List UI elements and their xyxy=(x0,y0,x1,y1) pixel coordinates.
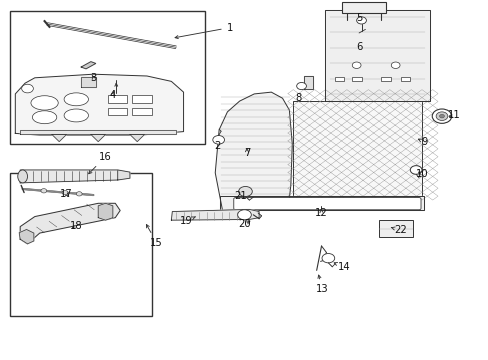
Text: 3: 3 xyxy=(90,73,96,83)
Text: 14: 14 xyxy=(333,262,350,272)
Text: 9: 9 xyxy=(418,138,427,147)
Bar xyxy=(378,220,412,237)
Circle shape xyxy=(238,186,252,197)
Text: 13: 13 xyxy=(316,275,328,294)
Polygon shape xyxy=(20,130,176,134)
Bar xyxy=(10,173,152,316)
Text: 8: 8 xyxy=(294,93,301,103)
Circle shape xyxy=(390,62,399,68)
Text: 17: 17 xyxy=(60,189,73,199)
Bar xyxy=(108,108,127,116)
Text: 16: 16 xyxy=(88,152,112,174)
Text: 12: 12 xyxy=(315,208,327,218)
Text: 19: 19 xyxy=(179,216,195,226)
Polygon shape xyxy=(81,62,96,69)
Polygon shape xyxy=(20,170,118,183)
Ellipse shape xyxy=(64,93,88,106)
Ellipse shape xyxy=(31,96,58,110)
Polygon shape xyxy=(325,10,429,101)
Circle shape xyxy=(356,17,366,24)
Circle shape xyxy=(439,114,444,118)
Circle shape xyxy=(41,189,47,193)
Text: 6: 6 xyxy=(355,42,362,52)
Circle shape xyxy=(62,190,68,195)
Polygon shape xyxy=(52,134,66,141)
Polygon shape xyxy=(130,134,144,141)
Text: 10: 10 xyxy=(415,168,428,179)
Ellipse shape xyxy=(64,109,88,122)
Text: 21: 21 xyxy=(234,191,246,201)
Bar xyxy=(400,77,409,81)
Bar xyxy=(341,3,385,13)
Bar xyxy=(108,95,127,103)
Text: 4: 4 xyxy=(109,90,116,100)
Polygon shape xyxy=(20,203,120,244)
FancyBboxPatch shape xyxy=(233,198,420,210)
Polygon shape xyxy=(15,74,183,135)
Polygon shape xyxy=(220,196,423,211)
Text: 15: 15 xyxy=(146,225,163,248)
Polygon shape xyxy=(19,229,34,244)
Text: 2: 2 xyxy=(214,141,221,151)
Circle shape xyxy=(409,166,421,174)
Bar xyxy=(10,12,205,144)
Polygon shape xyxy=(304,76,312,89)
Circle shape xyxy=(237,210,251,220)
Circle shape xyxy=(212,135,224,144)
Circle shape xyxy=(21,84,33,93)
Polygon shape xyxy=(91,134,105,141)
Bar xyxy=(351,77,361,81)
Circle shape xyxy=(322,253,334,263)
Bar xyxy=(334,77,344,81)
Ellipse shape xyxy=(32,111,57,124)
Polygon shape xyxy=(118,170,130,180)
Circle shape xyxy=(435,112,447,121)
Bar xyxy=(293,101,422,196)
Bar xyxy=(132,108,152,116)
Ellipse shape xyxy=(18,170,27,183)
Polygon shape xyxy=(98,203,113,220)
Text: 18: 18 xyxy=(70,221,82,231)
Text: 1: 1 xyxy=(175,23,233,39)
Circle shape xyxy=(76,192,82,196)
Circle shape xyxy=(351,62,360,68)
Bar xyxy=(132,95,152,103)
Text: 20: 20 xyxy=(238,219,250,229)
Polygon shape xyxy=(171,210,259,220)
Text: 7: 7 xyxy=(243,148,250,158)
Text: 11: 11 xyxy=(447,111,460,121)
Circle shape xyxy=(296,82,306,90)
Polygon shape xyxy=(215,92,292,211)
Polygon shape xyxy=(81,77,96,87)
Circle shape xyxy=(431,109,451,123)
Text: 5: 5 xyxy=(355,13,362,23)
Text: 22: 22 xyxy=(390,225,406,235)
Bar xyxy=(380,77,390,81)
